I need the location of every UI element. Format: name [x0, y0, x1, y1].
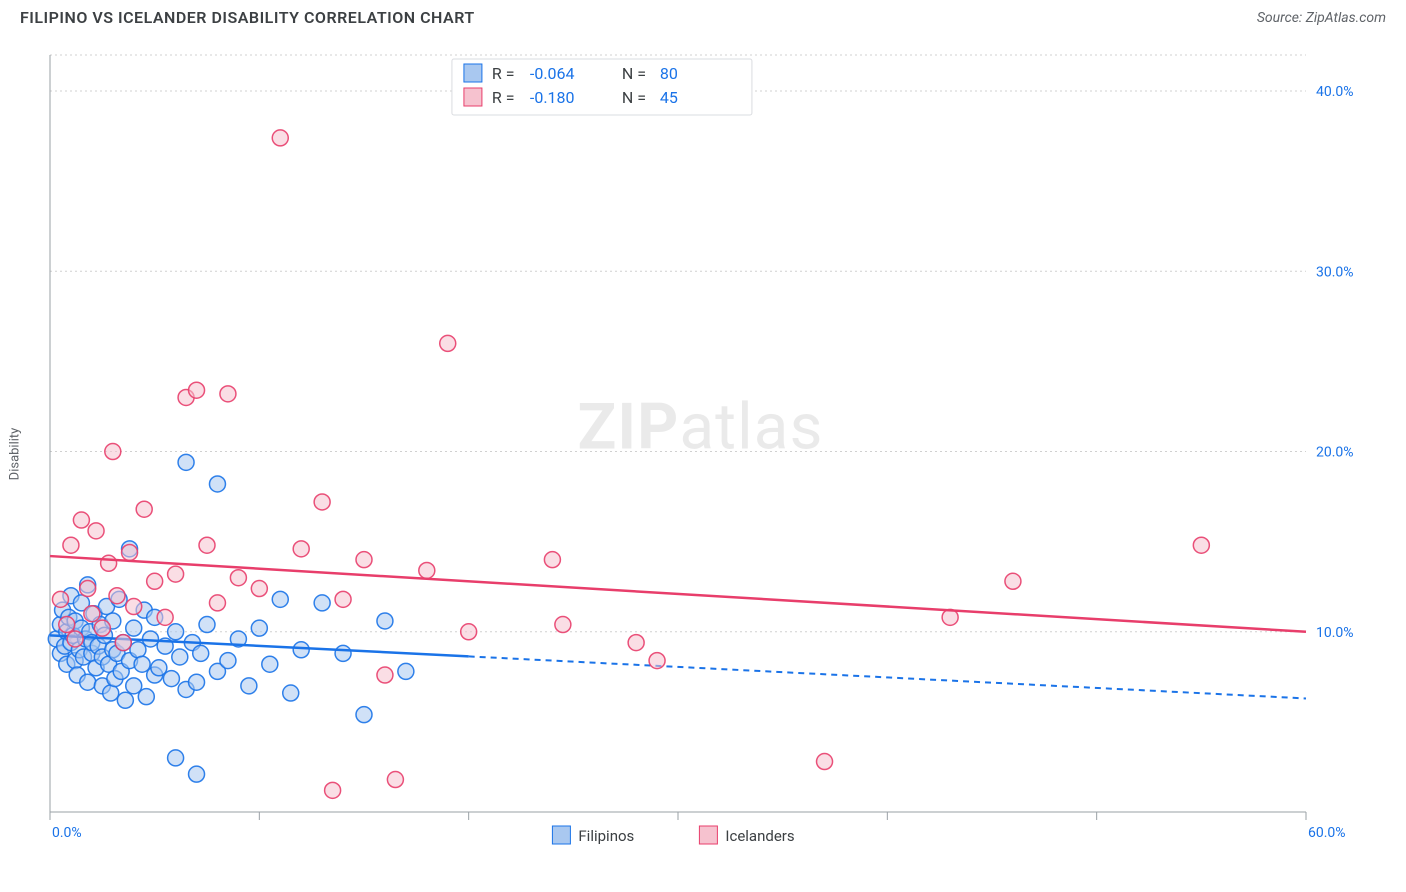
legend-r-value-icelanders: -0.180	[530, 88, 575, 107]
data-point-icelanders	[230, 570, 246, 586]
data-point-icelanders	[199, 537, 215, 553]
data-point-filipinos	[283, 685, 299, 701]
data-point-icelanders	[325, 782, 341, 798]
chart-title: FILIPINO VS ICELANDER DISABILITY CORRELA…	[20, 8, 475, 27]
data-point-filipinos	[117, 692, 133, 708]
data-point-icelanders	[101, 555, 117, 571]
legend-r-label: R =	[492, 64, 515, 83]
data-point-icelanders	[189, 382, 205, 398]
data-point-icelanders	[105, 444, 121, 460]
data-point-icelanders	[115, 635, 131, 651]
legend-swatch-icelanders	[464, 88, 482, 106]
data-point-icelanders	[157, 609, 173, 625]
data-point-filipinos	[356, 707, 372, 723]
trend-line-icelanders	[50, 556, 1306, 632]
data-point-icelanders	[52, 591, 68, 607]
data-point-icelanders	[628, 635, 644, 651]
data-point-filipinos	[172, 649, 188, 665]
data-point-icelanders	[59, 617, 75, 633]
data-point-filipinos	[209, 476, 225, 492]
legend-n-label: N =	[622, 88, 646, 107]
data-point-filipinos	[398, 663, 414, 679]
data-point-filipinos	[189, 766, 205, 782]
data-point-icelanders	[251, 581, 267, 597]
data-point-icelanders	[555, 617, 571, 633]
data-point-filipinos	[163, 671, 179, 687]
data-point-icelanders	[387, 772, 403, 788]
data-point-icelanders	[109, 588, 125, 604]
data-point-icelanders	[356, 552, 372, 568]
legend-swatch-filipinos	[464, 64, 482, 82]
scatter-chart: 10.0% 20.0% 30.0% 40.0% 0.0% 60.0% ZIPatlas R =…	[20, 45, 1386, 862]
data-point-icelanders	[377, 667, 393, 683]
y-tick-label: 10.0%	[1316, 625, 1354, 641]
x-tick-label: 60.0%	[1308, 825, 1346, 841]
legend-r-value-filipinos: -0.064	[530, 64, 575, 83]
y-tick-label: 20.0%	[1316, 445, 1354, 461]
data-point-icelanders	[94, 620, 110, 636]
data-point-icelanders	[817, 754, 833, 770]
chart-container: Disability 10.0%20.0%30.0%40.0%0.0%60.0%…	[20, 45, 1386, 862]
trend-line-ext-filipinos	[469, 656, 1306, 698]
data-point-icelanders	[272, 130, 288, 146]
legend-n-value-filipinos: 80	[660, 64, 678, 83]
data-point-filipinos	[193, 645, 209, 661]
data-point-filipinos	[168, 750, 184, 766]
legend-n-label: N =	[622, 64, 646, 83]
data-point-icelanders	[419, 562, 435, 578]
data-point-icelanders	[63, 537, 79, 553]
data-point-icelanders	[168, 566, 184, 582]
data-point-icelanders	[147, 573, 163, 589]
data-point-filipinos	[272, 591, 288, 607]
data-point-icelanders	[1005, 573, 1021, 589]
data-point-icelanders	[80, 581, 96, 597]
data-point-filipinos	[251, 620, 267, 636]
data-point-filipinos	[220, 653, 236, 669]
data-point-icelanders	[293, 541, 309, 557]
data-point-filipinos	[138, 689, 154, 705]
data-point-icelanders	[314, 494, 330, 510]
data-point-filipinos	[377, 613, 393, 629]
series-label: Filipinos	[578, 827, 634, 845]
data-point-icelanders	[649, 653, 665, 669]
y-tick-label: 40.0%	[1316, 84, 1354, 100]
data-point-icelanders	[209, 595, 225, 611]
series-label: Icelanders	[725, 827, 794, 845]
data-point-icelanders	[84, 606, 100, 622]
data-point-filipinos	[103, 685, 119, 701]
data-point-icelanders	[440, 335, 456, 351]
data-point-filipinos	[168, 624, 184, 640]
source-attribution: Source: ZipAtlas.com	[1257, 10, 1386, 26]
data-point-icelanders	[122, 544, 138, 560]
legend-r-label: R =	[492, 88, 515, 107]
data-point-icelanders	[1193, 537, 1209, 553]
y-tick-label: 30.0%	[1316, 264, 1354, 280]
data-point-filipinos	[293, 642, 309, 658]
series-swatch	[699, 826, 717, 844]
data-point-filipinos	[178, 454, 194, 470]
data-point-filipinos	[314, 595, 330, 611]
data-point-icelanders	[88, 523, 104, 539]
data-point-icelanders	[335, 591, 351, 607]
watermark: ZIPatlas	[578, 390, 824, 465]
legend-n-value-icelanders: 45	[660, 88, 678, 107]
series-swatch	[552, 826, 570, 844]
data-point-filipinos	[335, 645, 351, 661]
data-point-filipinos	[199, 617, 215, 633]
data-point-filipinos	[241, 678, 257, 694]
data-point-icelanders	[73, 512, 89, 528]
x-tick-label: 0.0%	[52, 825, 82, 841]
y-axis-label: Disability	[8, 427, 23, 480]
data-point-icelanders	[136, 501, 152, 517]
data-point-icelanders	[126, 599, 142, 615]
data-point-icelanders	[461, 624, 477, 640]
data-point-icelanders	[67, 631, 83, 647]
data-point-filipinos	[126, 620, 142, 636]
data-point-filipinos	[189, 674, 205, 690]
data-point-filipinos	[80, 674, 96, 690]
data-point-filipinos	[262, 656, 278, 672]
data-point-icelanders	[220, 386, 236, 402]
data-point-icelanders	[544, 552, 560, 568]
